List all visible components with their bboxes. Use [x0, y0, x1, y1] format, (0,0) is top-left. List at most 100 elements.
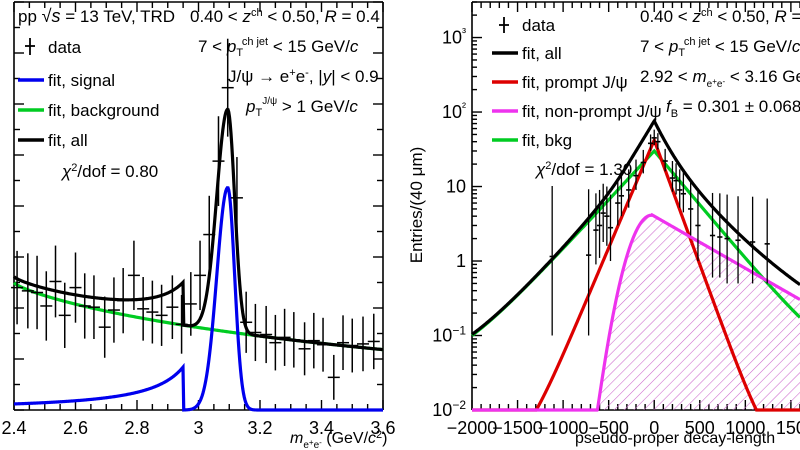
- left-xtick-label: 3.6: [370, 418, 395, 438]
- left-y-ticks: [14, 1, 383, 411]
- left-xtick-label: 2.4: [1, 418, 26, 438]
- data-point: [688, 180, 694, 236]
- data-point: [127, 240, 140, 311]
- right-ytick-label: 10²: [442, 100, 466, 122]
- data-point: [307, 312, 320, 369]
- data-point: [137, 276, 150, 341]
- data-point: [586, 189, 592, 336]
- data-point: [717, 193, 723, 278]
- data-point: [647, 134, 654, 151]
- data-point: [680, 172, 686, 213]
- legend-marker-data-right: [499, 17, 509, 33]
- data-point: [40, 271, 53, 341]
- right-legend: data fit, all fit, prompt J/ψ fit, non-p…: [492, 16, 662, 150]
- data-point: [662, 148, 668, 172]
- legend-label-fit-non-prompt: fit, non-prompt J/ψ: [522, 102, 662, 121]
- left-x-tick-labels: 2.4 2.6 2.8 3 3.2 3.4 3.6: [1, 418, 395, 438]
- data-point: [260, 305, 273, 364]
- data-point: [49, 245, 62, 318]
- data-point: [155, 284, 168, 346]
- data-point: [298, 322, 311, 376]
- data-point: [549, 186, 555, 336]
- data-point: [750, 196, 756, 284]
- legend-marker-data: [25, 38, 35, 55]
- data-point: [166, 275, 179, 340]
- data-point: [673, 163, 679, 195]
- data-point: [203, 195, 216, 274]
- left-legend: data fit, signal fit, background fit, al…: [18, 38, 160, 150]
- data-point: [640, 149, 646, 174]
- data-point: [278, 308, 291, 366]
- panel-decay-length: 10−2 10−1 1 10 10² 10³ −2000 −1500 −1000 −500 0 50…: [400, 0, 800, 450]
- right-ytick-label: 1: [456, 251, 466, 271]
- right-xlabel: pseudo-proper decay-length: [575, 430, 775, 447]
- right-xtick-label: 500: [685, 418, 715, 438]
- data-point: [269, 314, 282, 371]
- data-point: [21, 253, 34, 329]
- right-x-tick-labels: −2000−1500−1000−500 0 500 1000 150: [447, 418, 800, 438]
- data-point: [607, 194, 614, 262]
- data-point: [11, 250, 24, 325]
- data-point: [317, 317, 330, 372]
- left-condition-z: 0.40 < zch < 0.50, R = 0.4: [190, 7, 380, 26]
- data-point: [367, 313, 380, 370]
- right-ytick-label: 10: [446, 177, 466, 197]
- right-xtick-label: −500: [588, 418, 629, 438]
- legend-label-fit-signal: fit, signal: [48, 71, 115, 90]
- legend-label-data: data: [48, 38, 82, 57]
- data-point: [249, 303, 262, 362]
- curve-fit-non-prompt: [472, 212, 800, 412]
- right-condition-z: 0.40 < zch < 0.50, R =: [640, 7, 800, 26]
- left-condition-ptjpsi: pTJ/ψ > 1 GeV/c: [245, 96, 358, 119]
- left-xlabel: me+e- (GeV/c2): [290, 429, 387, 450]
- data-point: [98, 296, 111, 358]
- data-point: [655, 133, 661, 150]
- data-point: [626, 169, 632, 208]
- right-condition-fb: fB = 0.301 ± 0.068: [666, 97, 800, 120]
- left-xtick-label: 3.2: [247, 418, 272, 438]
- right-y-ticks: [472, 1, 482, 411]
- right-xtick-label: 150: [776, 418, 800, 438]
- data-point: [117, 268, 130, 334]
- left-condition-pt: 7 < pTch jet < 15 GeV/c: [198, 36, 359, 59]
- right-xtick-label: −1500: [492, 418, 543, 438]
- right-condition-mass: 2.92 < me+e- < 3.16 Ge: [640, 67, 800, 90]
- legend-label-fit-all: fit, all: [48, 131, 88, 150]
- data-point: [230, 157, 243, 239]
- left-xtick-label: 2.6: [63, 418, 88, 438]
- non-prompt-hatched-region: [472, 214, 800, 410]
- data-point: [87, 275, 100, 340]
- data-point: [327, 354, 340, 400]
- data-point: [107, 277, 120, 343]
- legend-label-fit-background: fit, background: [48, 101, 160, 120]
- right-ytick-label: 10−2: [432, 398, 466, 420]
- data-point: [194, 240, 207, 311]
- data-point: [212, 116, 225, 206]
- data-points-right: [549, 129, 770, 336]
- curve-fit-signal: [13, 186, 383, 412]
- curve-fit-all-right: [471, 117, 800, 336]
- data-point: [184, 272, 197, 336]
- right-chi2: χ2/dof = 1.30: [534, 160, 632, 179]
- data-point: [709, 192, 716, 278]
- left-chi2: χ2/dof = 0.80: [60, 162, 158, 181]
- legend-label-fit-bkg: fit, bkg: [522, 131, 572, 150]
- legend-label-fit-prompt: fit, prompt J/ψ: [522, 73, 628, 92]
- right-xtick-label: −1000: [538, 418, 589, 438]
- data-point: [69, 252, 82, 323]
- data-point: [724, 194, 730, 284]
- left-condition-decay: J/ψ → e+e-, |y| < 0.9: [228, 67, 379, 86]
- right-y-tick-labels: 10−2 10−1 1 10 10² 10³: [432, 26, 466, 420]
- data-points-left: [11, 38, 380, 400]
- data-point: [615, 178, 621, 226]
- data-point: [651, 129, 657, 146]
- right-ylabel: Entries/(40 μm): [407, 147, 426, 264]
- left-header: pp √s = 13 TeV, TRD: [18, 6, 175, 26]
- right-xtick-label: 0: [649, 418, 659, 438]
- right-ytick-label: 10³: [442, 26, 466, 48]
- data-point: [669, 161, 676, 192]
- data-point: [593, 193, 599, 265]
- right-xtick-label: 1000: [725, 418, 765, 438]
- data-point: [287, 312, 300, 368]
- left-xtick-label: 3.4: [309, 418, 334, 438]
